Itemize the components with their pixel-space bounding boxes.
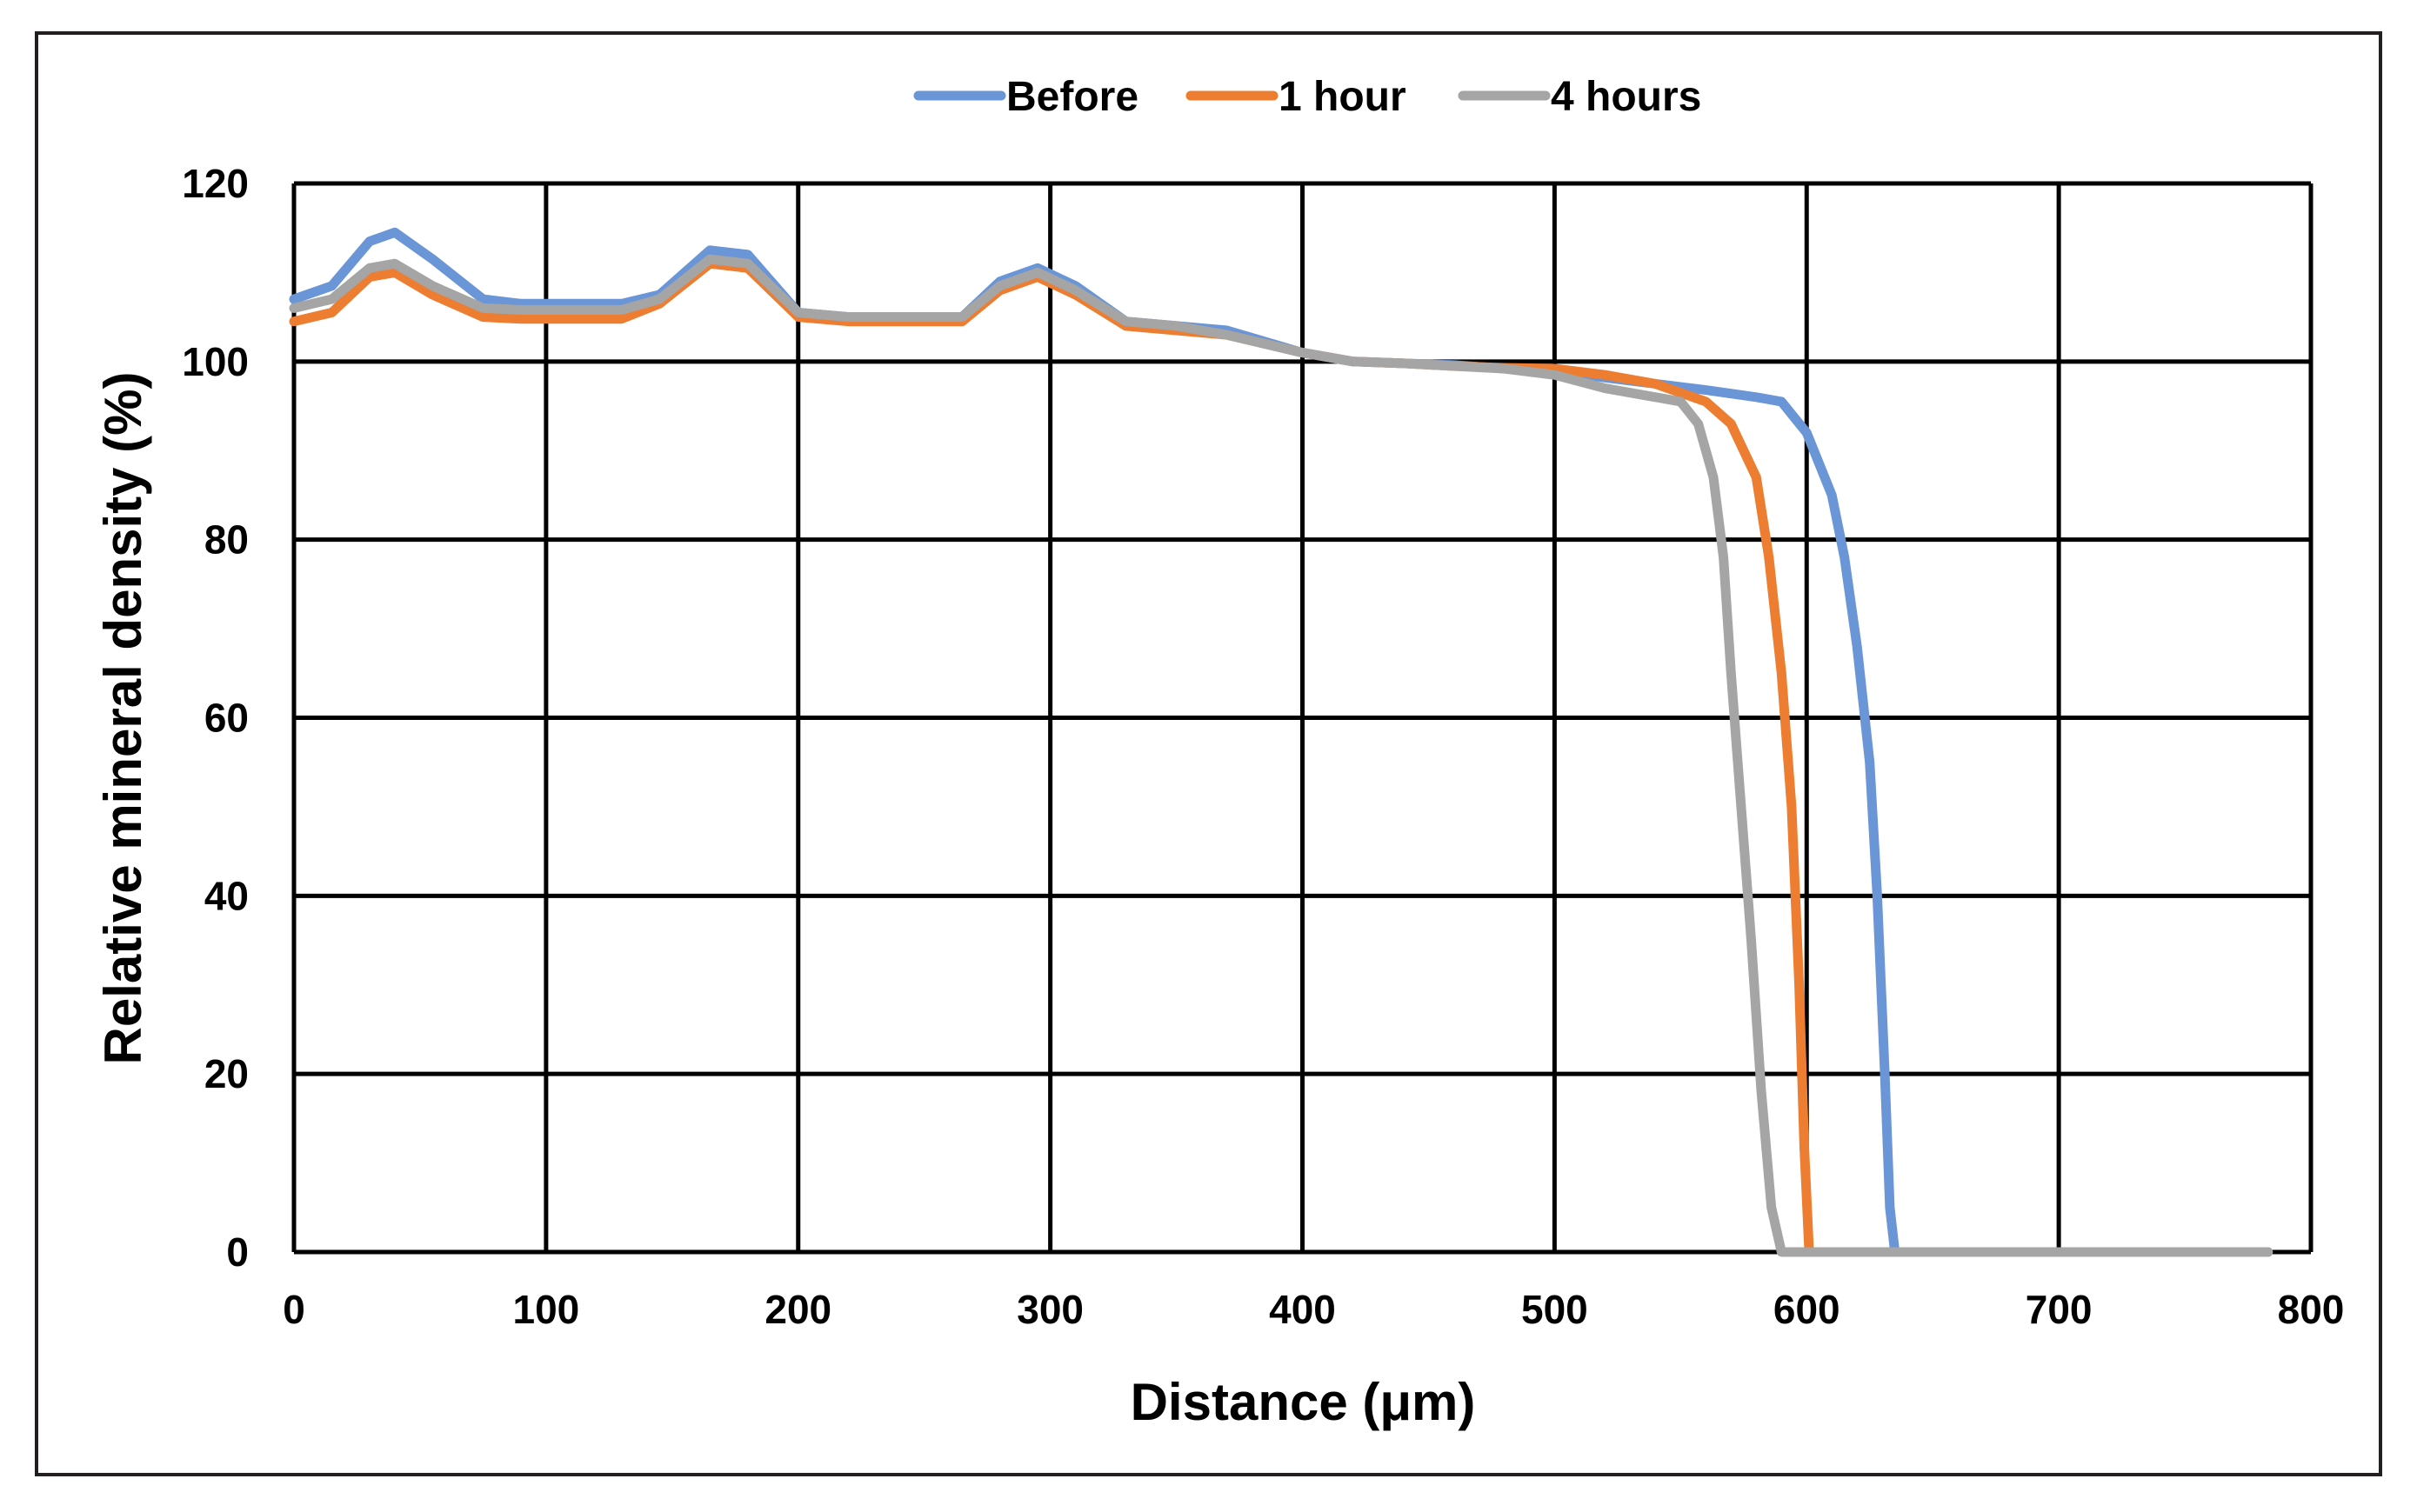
y-tick-label-60: 60 <box>204 696 249 741</box>
y-tick-label-120: 120 <box>182 161 249 206</box>
series-group <box>289 227 2273 1257</box>
x-tick-label-500: 500 <box>1521 1287 1588 1332</box>
y-tick-label-40: 40 <box>204 873 249 918</box>
axes: 0 100 200 300 400 500 600 700 800 0 20 40 60 80 100 120 <box>182 161 2344 1332</box>
x-tick-label-700: 700 <box>2026 1287 2093 1332</box>
y-tick-label-0: 0 <box>226 1229 249 1275</box>
x-tick-label-600: 600 <box>1773 1287 1840 1332</box>
y-axis-title: Relative mineral density (%) <box>94 372 152 1065</box>
y-tick-label-20: 20 <box>204 1051 249 1096</box>
legend-label-1-hour: 1 hour <box>1279 74 1406 120</box>
figure-border <box>35 31 2382 1476</box>
x-tick-label-800: 800 <box>2278 1287 2345 1332</box>
legend-label-4-hours: 4 hours <box>1551 74 1701 120</box>
series-line-4-hours <box>289 254 2273 1257</box>
legend: Before 1 hour 4 hours <box>913 74 1701 120</box>
legend-label-before: Before <box>1006 74 1138 120</box>
y-tick-label-80: 80 <box>204 517 249 563</box>
x-axis-title: Distance (μm) <box>1131 1373 1476 1431</box>
x-tick-label-400: 400 <box>1269 1287 1336 1332</box>
y-tick-label-100: 100 <box>182 339 249 384</box>
x-tick-label-300: 300 <box>1017 1287 1084 1332</box>
x-tick-label-0: 0 <box>283 1287 305 1332</box>
x-tick-label-100: 100 <box>513 1287 580 1332</box>
x-tick-label-200: 200 <box>764 1287 831 1332</box>
